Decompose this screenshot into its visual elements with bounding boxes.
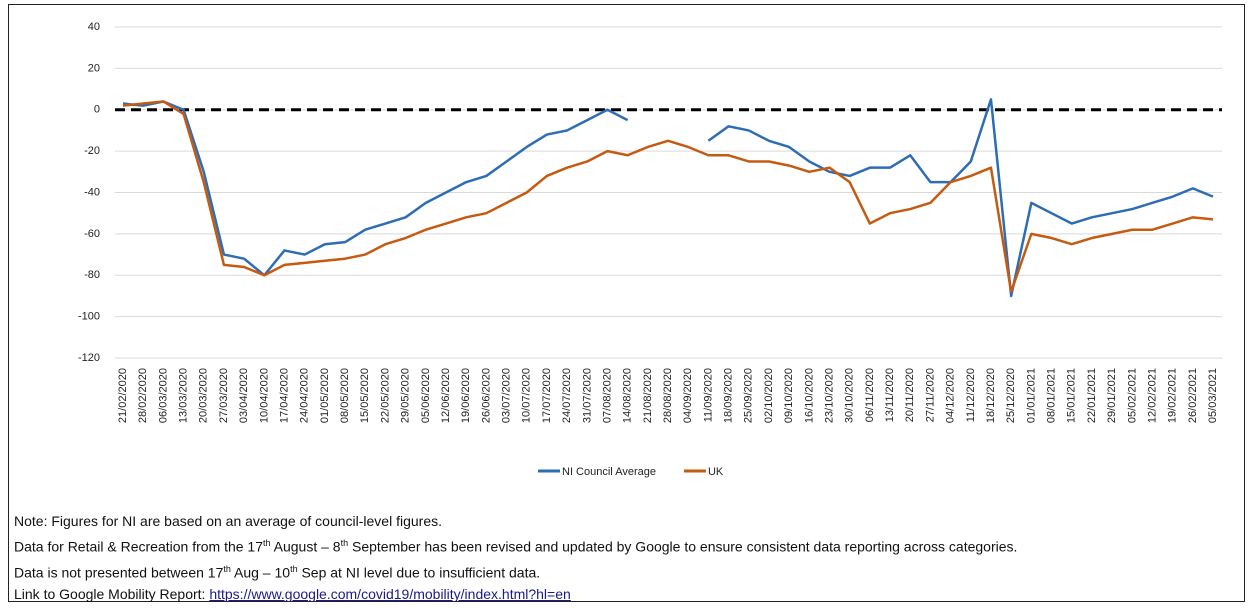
x-tick-label: 11/09/2020 xyxy=(702,368,714,422)
note-text: th xyxy=(263,538,271,548)
x-tick-label: 19/02/2021 xyxy=(1167,368,1179,423)
x-tick-label: 29/01/2021 xyxy=(1106,368,1118,423)
y-tick-label: -60 xyxy=(84,228,100,240)
x-tick-label: 26/02/2021 xyxy=(1187,368,1199,423)
x-tick-label: 22/05/2020 xyxy=(379,368,391,423)
note-text: August – 8 xyxy=(270,538,341,555)
note-line: Data for Retail & Recreation from the 17… xyxy=(14,532,1017,558)
note-line: Note: Figures for NI are based on an ave… xyxy=(14,510,1017,532)
x-tick-label: 10/04/2020 xyxy=(258,368,270,423)
link-line: Link to Google Mobility Report: https://… xyxy=(14,583,1017,605)
x-tick-label: 20/03/2020 xyxy=(198,368,210,423)
y-tick-label: -80 xyxy=(84,269,100,281)
x-tick-label: 18/12/2020 xyxy=(985,368,997,423)
series-line xyxy=(122,98,1214,298)
legend-label: NI Council Average xyxy=(562,466,656,478)
series-line xyxy=(122,100,1214,294)
x-tick-label: 22/01/2021 xyxy=(1086,368,1098,423)
x-tick-label: 08/05/2020 xyxy=(339,368,351,423)
frame xyxy=(8,4,1245,602)
x-tick-label: 24/07/2020 xyxy=(561,368,573,423)
x-tick-label: 31/07/2020 xyxy=(581,368,593,423)
y-tick-label: -40 xyxy=(84,186,100,198)
x-tick-label: 21/08/2020 xyxy=(642,368,654,423)
y-tick-label: 40 xyxy=(88,21,100,33)
y-tick-label: -20 xyxy=(84,145,100,157)
x-tick-label: 23/10/2020 xyxy=(823,368,835,423)
x-tick-label: 24/04/2020 xyxy=(299,368,311,423)
notes: Note: Figures for NI are based on an ave… xyxy=(14,510,1017,605)
x-tick-label: 19/06/2020 xyxy=(460,368,472,423)
chart: -120 -100 -80 -60 -40 -20 0 20 40 21/02/2020 28/02… xyxy=(78,21,1222,478)
x-tick-label: 05/06/2020 xyxy=(420,368,432,423)
note-text: Note: Figures for NI are based on an ave… xyxy=(14,513,443,529)
x-tick-label: 20/11/2020 xyxy=(904,368,916,422)
y-tick-label: -120 xyxy=(78,352,100,364)
y-tick-label: -100 xyxy=(78,311,100,323)
note-text: Data is not presented between 17 xyxy=(14,564,224,581)
link[interactable]: https://www.google.com/covid19/mobility/… xyxy=(209,586,571,603)
x-tick-label: 04/12/2020 xyxy=(945,368,957,423)
x-tick-label: 13/03/2020 xyxy=(178,368,190,423)
x-tick-label: 29/05/2020 xyxy=(400,368,412,423)
x-tick-label: 13/11/2020 xyxy=(884,368,896,422)
x-tick-label: 30/10/2020 xyxy=(844,368,856,423)
x-tick-label: 15/05/2020 xyxy=(359,368,371,423)
x-tick-label: 08/01/2021 xyxy=(1046,368,1058,423)
y-tick-label: 20 xyxy=(88,62,100,74)
x-tick-label: 06/11/2020 xyxy=(864,368,876,422)
note-line: Data is not presented between 17th Aug –… xyxy=(14,558,1017,584)
x-tick-label: 05/02/2021 xyxy=(1126,368,1138,423)
x-tick-label: 04/09/2020 xyxy=(682,368,694,423)
x-tick-label: 25/09/2020 xyxy=(743,368,755,423)
note-text: th xyxy=(223,563,231,574)
y-tick-label: 0 xyxy=(94,104,100,116)
x-tick-label: 14/08/2020 xyxy=(622,368,634,423)
note-text: Data for Retail & Recreation from the 17 xyxy=(14,538,264,555)
x-tick-label: 12/06/2020 xyxy=(440,368,452,423)
legend-label: UK xyxy=(708,466,724,478)
note-text: Sep at NI level due to insufficient data… xyxy=(297,564,541,581)
x-tick-label: 25/12/2020 xyxy=(1005,368,1017,423)
x-tick-label: 27/11/2020 xyxy=(924,368,936,422)
x-tick-label: 21/02/2020 xyxy=(117,368,129,423)
x-tick-label: 12/02/2021 xyxy=(1146,368,1158,423)
note-text: th xyxy=(290,563,298,574)
x-tick-label: 28/08/2020 xyxy=(662,368,674,423)
note-text: September has been revised and updated b… xyxy=(348,538,1018,555)
note-text: Aug – 10 xyxy=(230,564,291,581)
x-tick-label: 28/02/2020 xyxy=(137,368,149,423)
x-tick-label: 26/06/2020 xyxy=(480,368,492,423)
x-tick-label: 06/03/2020 xyxy=(157,368,169,423)
x-tick-label: 07/08/2020 xyxy=(601,368,613,423)
x-tick-label: 27/03/2020 xyxy=(218,368,230,423)
x-tick-label: 01/01/2021 xyxy=(1025,368,1037,423)
x-tick-label: 05/03/2021 xyxy=(1207,368,1219,423)
x-tick-label: 17/04/2020 xyxy=(278,368,290,423)
x-tick-label: 17/07/2020 xyxy=(541,368,553,423)
x-tick-label: 11/12/2020 xyxy=(965,368,977,422)
x-tick-label: 02/10/2020 xyxy=(763,368,775,423)
x-tick-label: 03/07/2020 xyxy=(501,368,513,423)
x-tick-label: 03/04/2020 xyxy=(238,368,250,423)
x-tick-label: 01/05/2020 xyxy=(319,368,331,423)
x-tick-label: 18/09/2020 xyxy=(723,368,735,423)
x-tick-label: 09/10/2020 xyxy=(783,368,795,423)
x-tick-label: 15/01/2021 xyxy=(1066,368,1078,423)
link-label: Link to Google Mobility Report: xyxy=(14,586,210,603)
x-tick-label: 10/07/2020 xyxy=(521,368,533,423)
x-tick-label: 16/10/2020 xyxy=(803,368,815,423)
note-text: th xyxy=(340,538,349,548)
